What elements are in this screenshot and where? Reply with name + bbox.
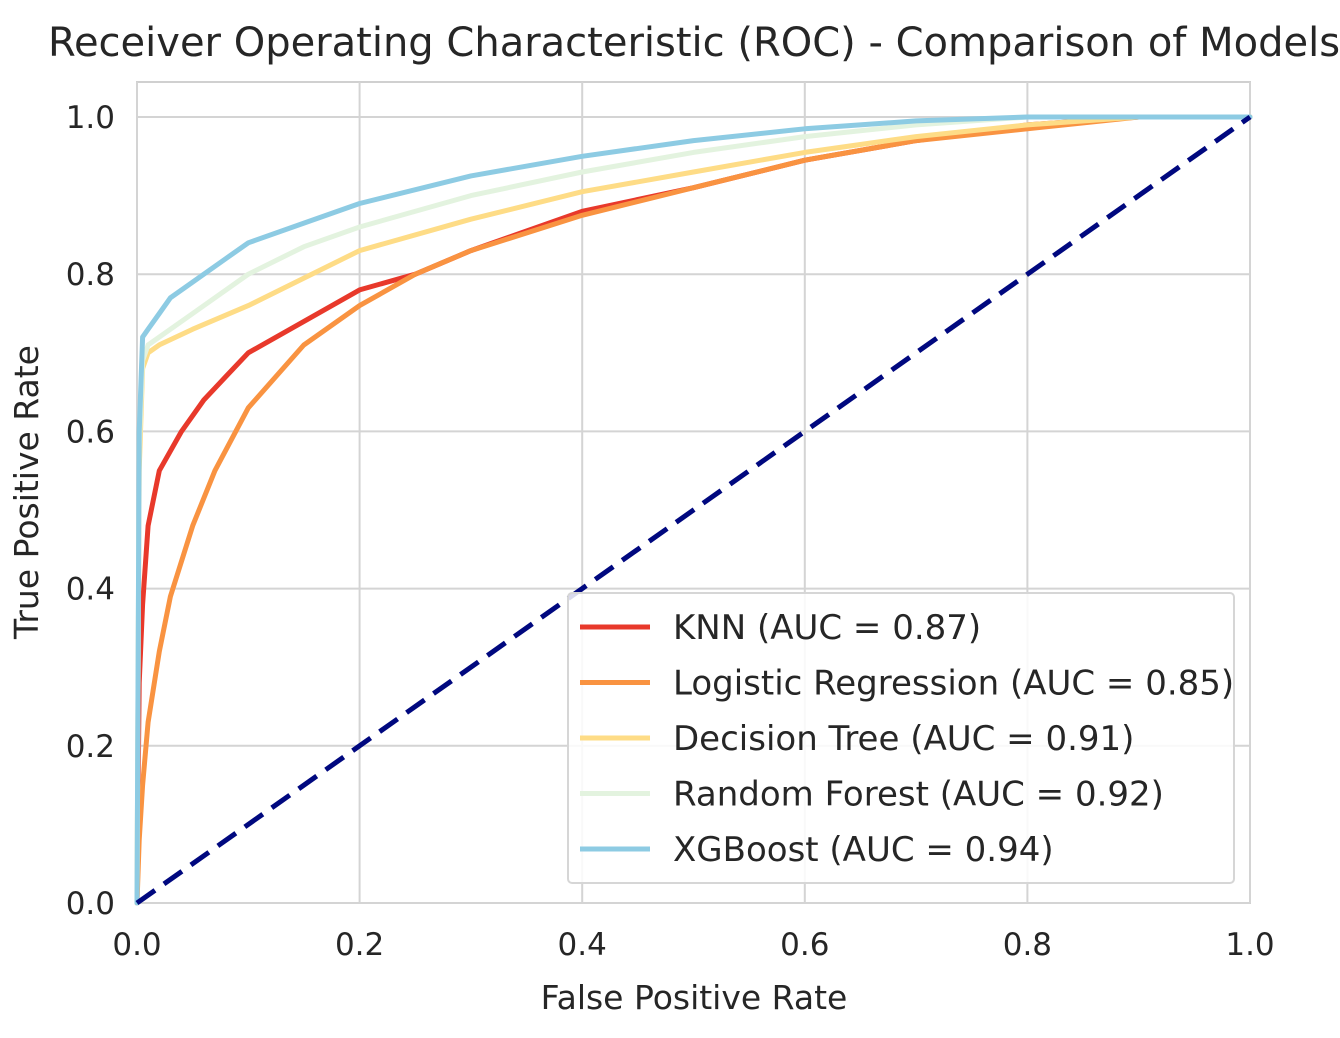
legend-label-1: Logistic Regression (AUC = 0.85) [673, 664, 1234, 704]
legend-label-2: Decision Tree (AUC = 0.91) [673, 719, 1134, 759]
legend: KNN (AUC = 0.87) Logistic Regression (AUC… [567, 592, 1235, 884]
x-tick-label: 0.6 [780, 927, 829, 963]
series-lines [134, 114, 1253, 906]
series-line-3 [134, 114, 1253, 906]
legend-box [567, 592, 1235, 884]
y-tick-label: 0.2 [66, 729, 115, 765]
legend-label-0: KNN (AUC = 0.87) [673, 608, 981, 648]
reference-diagonal-line [135, 114, 1252, 906]
y-axis-label: True Positive Rate [7, 345, 46, 640]
x-tick-label: 0.2 [335, 927, 384, 963]
x-tick-label: 1.0 [1225, 927, 1274, 963]
y-tick-label: 0.0 [66, 886, 115, 922]
y-tick-label: 0.8 [66, 257, 115, 293]
x-tick-label: 0.8 [1003, 927, 1052, 963]
chart-title: Receiver Operating Characteristic (ROC) … [48, 20, 1340, 66]
tick-labels: 0.0 0.2 0.4 0.6 0.8 1.0 0.0 0.2 0.4 0.6 0.8 1.0 [66, 100, 1275, 963]
legend-label-3: Random Forest (AUC = 0.92) [673, 775, 1164, 815]
series-line-4 [134, 114, 1253, 906]
y-tick-label: 0.6 [66, 414, 115, 450]
series-line-1 [134, 114, 1253, 906]
x-tick-label: 0.0 [112, 927, 161, 963]
legend-label-4: XGBoost (AUC = 0.94) [673, 830, 1054, 870]
series-line-2 [134, 114, 1253, 906]
x-axis-label: False Positive Rate [541, 978, 848, 1017]
y-tick-label: 0.4 [66, 572, 115, 608]
y-tick-label: 1.0 [66, 100, 115, 136]
x-tick-label: 0.4 [558, 927, 607, 963]
reference-line-layer [135, 114, 1252, 906]
